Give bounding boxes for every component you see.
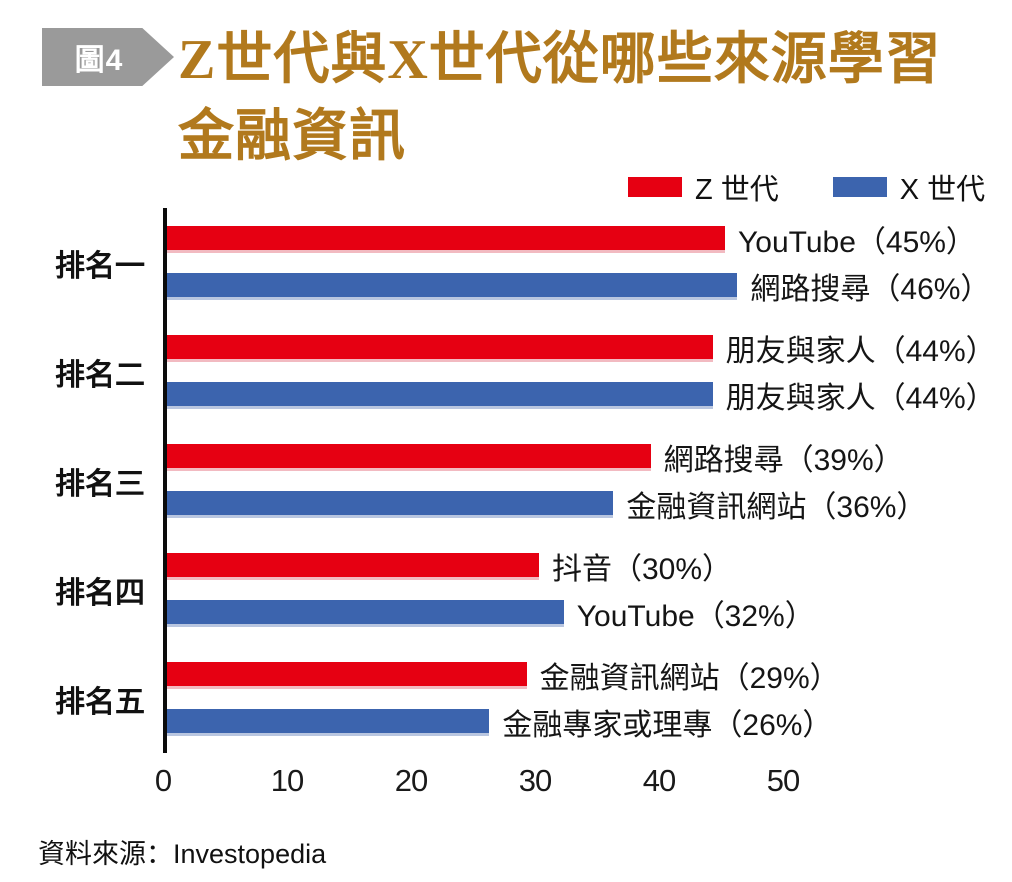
category-column: 排名一排名二排名三排名四排名五	[35, 208, 163, 753]
figure-badge-label: 圖4	[74, 44, 124, 77]
bar-genx	[167, 599, 564, 627]
bar-genx	[167, 490, 614, 518]
bar-row-genx: 金融資訊網站（36%）	[167, 490, 996, 524]
chart-title-line2: 金融資訊	[178, 106, 406, 169]
legend-item-genz: Z 世代	[628, 166, 779, 208]
bar-value-label: 金融資訊網站（36%）	[626, 491, 927, 524]
bar-row-genz: 抖音（30%）	[167, 552, 996, 586]
category-label: 排名三	[55, 467, 145, 501]
bar-row-genz: 網路搜尋（39%）	[167, 443, 996, 477]
bar-value-label: 抖音（30%）	[552, 553, 733, 586]
bar-genz	[167, 225, 725, 253]
bar-genx	[167, 708, 490, 736]
legend-label-genx: X 世代	[899, 174, 986, 206]
bar-genz	[167, 334, 713, 362]
bar-group: 朋友與家人（44%） 朋友與家人（44%）	[167, 317, 996, 426]
bar-row-genx: YouTube（32%）	[167, 599, 996, 633]
bar-value-label: 網路搜尋（46%）	[750, 273, 991, 306]
x-tick-label: 30	[518, 763, 552, 798]
bar-row-genx: 金融專家或理專（26%）	[167, 708, 996, 742]
source-note: 資料來源：Investopedia	[38, 839, 327, 869]
category-label: 排名四	[55, 576, 145, 610]
plot-wrap: YouTube（45%） 網路搜尋（46%） 朋友與家人（44%） 朋友與家人（44%…	[155, 208, 996, 803]
x-tick-label: 0	[154, 763, 172, 798]
x-tick-label: 50	[766, 763, 800, 798]
bar-row-genz: 朋友與家人（44%）	[167, 334, 996, 368]
bar-genx	[167, 381, 713, 409]
chart-title: Z世代與X世代從哪些來源學習 金融資訊	[178, 22, 942, 177]
bar-group: 抖音（30%） YouTube（32%）	[167, 535, 996, 644]
bar-value-label: YouTube（45%）	[738, 226, 976, 259]
bar-row-genz: 金融資訊網站（29%）	[167, 661, 996, 695]
bar-chart: 排名一排名二排名三排名四排名五 YouTube（45%） 網路搜尋（46%） 朋友與…	[35, 208, 996, 803]
bar-row-genz: YouTube（45%）	[167, 225, 996, 259]
figure-badge: 圖4	[42, 28, 174, 86]
x-tick-label: 40	[642, 763, 676, 798]
chart-title-line1: Z世代與X世代從哪些來源學習	[178, 29, 942, 91]
bar-value-label: YouTube（32%）	[576, 600, 815, 633]
bar-group: 網路搜尋（39%） 金融資訊網站（36%）	[167, 426, 996, 535]
bar-value-label: 金融資訊網站（29%）	[539, 662, 840, 695]
category-label: 排名五	[55, 685, 145, 719]
bar-genz	[167, 661, 527, 689]
bar-genz	[167, 443, 651, 471]
bar-row-genx: 朋友與家人（44%）	[167, 381, 996, 415]
bar-value-label: 網路搜尋（39%）	[663, 444, 904, 477]
genx-swatch-icon	[832, 177, 887, 197]
category-label: 排名二	[55, 358, 145, 392]
plot: YouTube（45%） 網路搜尋（46%） 朋友與家人（44%） 朋友與家人（44%…	[163, 208, 996, 753]
x-axis-ticks: 0 10 20 30 40 50	[155, 753, 863, 803]
bar-group: YouTube（45%） 網路搜尋（46%）	[167, 208, 996, 317]
bar-row-genx: 網路搜尋（46%）	[167, 272, 996, 306]
category-label: 排名一	[55, 249, 145, 283]
bar-value-label: 朋友與家人（44%）	[725, 335, 996, 368]
bar-value-label: 金融專家或理專（26%）	[502, 709, 833, 742]
legend-item-genx: X 世代	[832, 166, 986, 208]
bar-group: 金融資訊網站（29%） 金融專家或理專（26%）	[167, 644, 996, 753]
x-tick-label: 10	[270, 763, 304, 798]
legend-label-genz: Z 世代	[695, 174, 779, 206]
x-tick-label: 20	[394, 763, 428, 798]
bar-genx	[167, 272, 738, 300]
legend: Z 世代 X 世代	[628, 166, 985, 208]
bar-value-label: 朋友與家人（44%）	[725, 382, 996, 415]
bar-genz	[167, 552, 539, 580]
genz-swatch-icon	[628, 177, 682, 197]
